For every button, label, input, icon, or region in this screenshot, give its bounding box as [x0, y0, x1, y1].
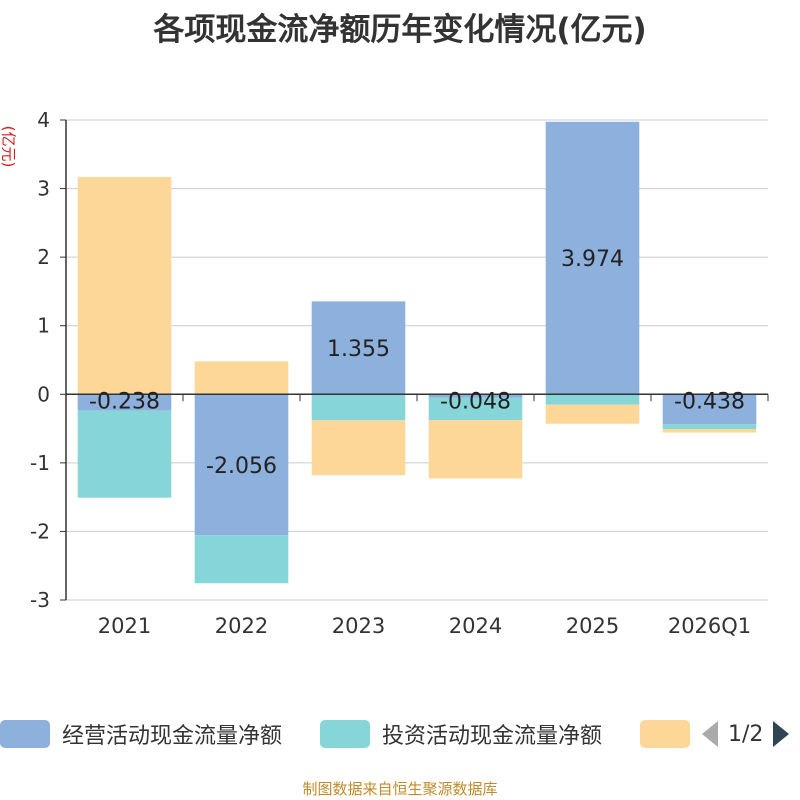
bar-1-2023: [311, 394, 406, 421]
y-tick-label: -1: [30, 451, 50, 475]
bar-2-2026Q1: [662, 429, 757, 433]
chevron-left-icon[interactable]: [700, 719, 720, 749]
data-label-2024: -0.048: [440, 389, 511, 414]
x-tick-label-2022: 2022: [215, 614, 268, 638]
chart-title: 各项现金流净额历年变化情况(亿元): [153, 12, 647, 48]
x-tick-label-2021: 2021: [98, 614, 151, 638]
bar-2-2022: [194, 361, 289, 395]
x-tick-label-2025: 2025: [566, 614, 619, 638]
y-tick-label: 0: [37, 382, 50, 406]
bar-1-2026Q1: [662, 424, 757, 430]
bar-0-2025: [545, 121, 640, 395]
bar-1-2024: [428, 397, 523, 421]
bar-2-2025: [545, 404, 640, 424]
bar-2-2024: [428, 420, 523, 479]
bar-0-2026Q1: [662, 394, 757, 425]
data-label-2025: 3.974: [561, 247, 624, 272]
bar-0-2022: [194, 394, 289, 536]
x-tick-label-2023: 2023: [332, 614, 385, 638]
legend-swatch-operating: [0, 720, 50, 748]
legend-swatch-financing: [640, 720, 690, 748]
y-tick-label: 4: [37, 108, 50, 132]
data-label-2023: 1.355: [327, 337, 390, 362]
bar-1-2025: [545, 394, 640, 405]
bar-0-2023: [311, 301, 406, 395]
legend-item-financing[interactable]: [640, 714, 690, 754]
legend-item-investing[interactable]: 投资活动现金流量净额: [320, 714, 602, 754]
y-tick-label: 1: [37, 314, 50, 338]
legend-item-operating[interactable]: 经营活动现金流量净额: [0, 714, 282, 754]
chart-canvas: 4 3 2 1 0 -1 -2 -3 -0.238 -2.056 1.355 -0.048 3.974 -…: [30, 108, 769, 638]
bar-1-2022: [194, 535, 289, 584]
y-tick-label: -2: [30, 519, 50, 543]
bar-0-2024: [428, 394, 523, 398]
source-footer: 制图数据来自恒生聚源数据库: [302, 780, 498, 798]
legend-page-indicator: 1/2: [728, 721, 764, 747]
legend: 经营活动现金流量净额 投资活动现金流量净额 1/2: [0, 714, 800, 754]
data-label-2021: -0.238: [89, 389, 160, 414]
x-tick-label-2026Q1: 2026Q1: [668, 614, 751, 638]
y-tick-label: -3: [30, 588, 50, 612]
chevron-right-icon[interactable]: [771, 719, 791, 749]
bar-1-2021: [77, 410, 172, 498]
x-tick-label-2024: 2024: [449, 614, 502, 638]
bar-2-2021: [77, 176, 172, 395]
data-label-2022: -2.056: [206, 454, 277, 479]
legend-swatch-investing: [320, 720, 370, 748]
legend-label-investing: 投资活动现金流量净额: [382, 724, 603, 749]
legend-pager: 1/2: [700, 714, 791, 754]
bar-2-2023: [311, 420, 406, 476]
data-label-2026Q1: -0.438: [674, 389, 745, 414]
y-tick-label: 2: [37, 245, 50, 269]
bar-0-2021: [77, 394, 172, 411]
y-tick-label: 3: [37, 177, 50, 201]
legend-label-operating: 经营活动现金流量净额: [62, 724, 283, 749]
